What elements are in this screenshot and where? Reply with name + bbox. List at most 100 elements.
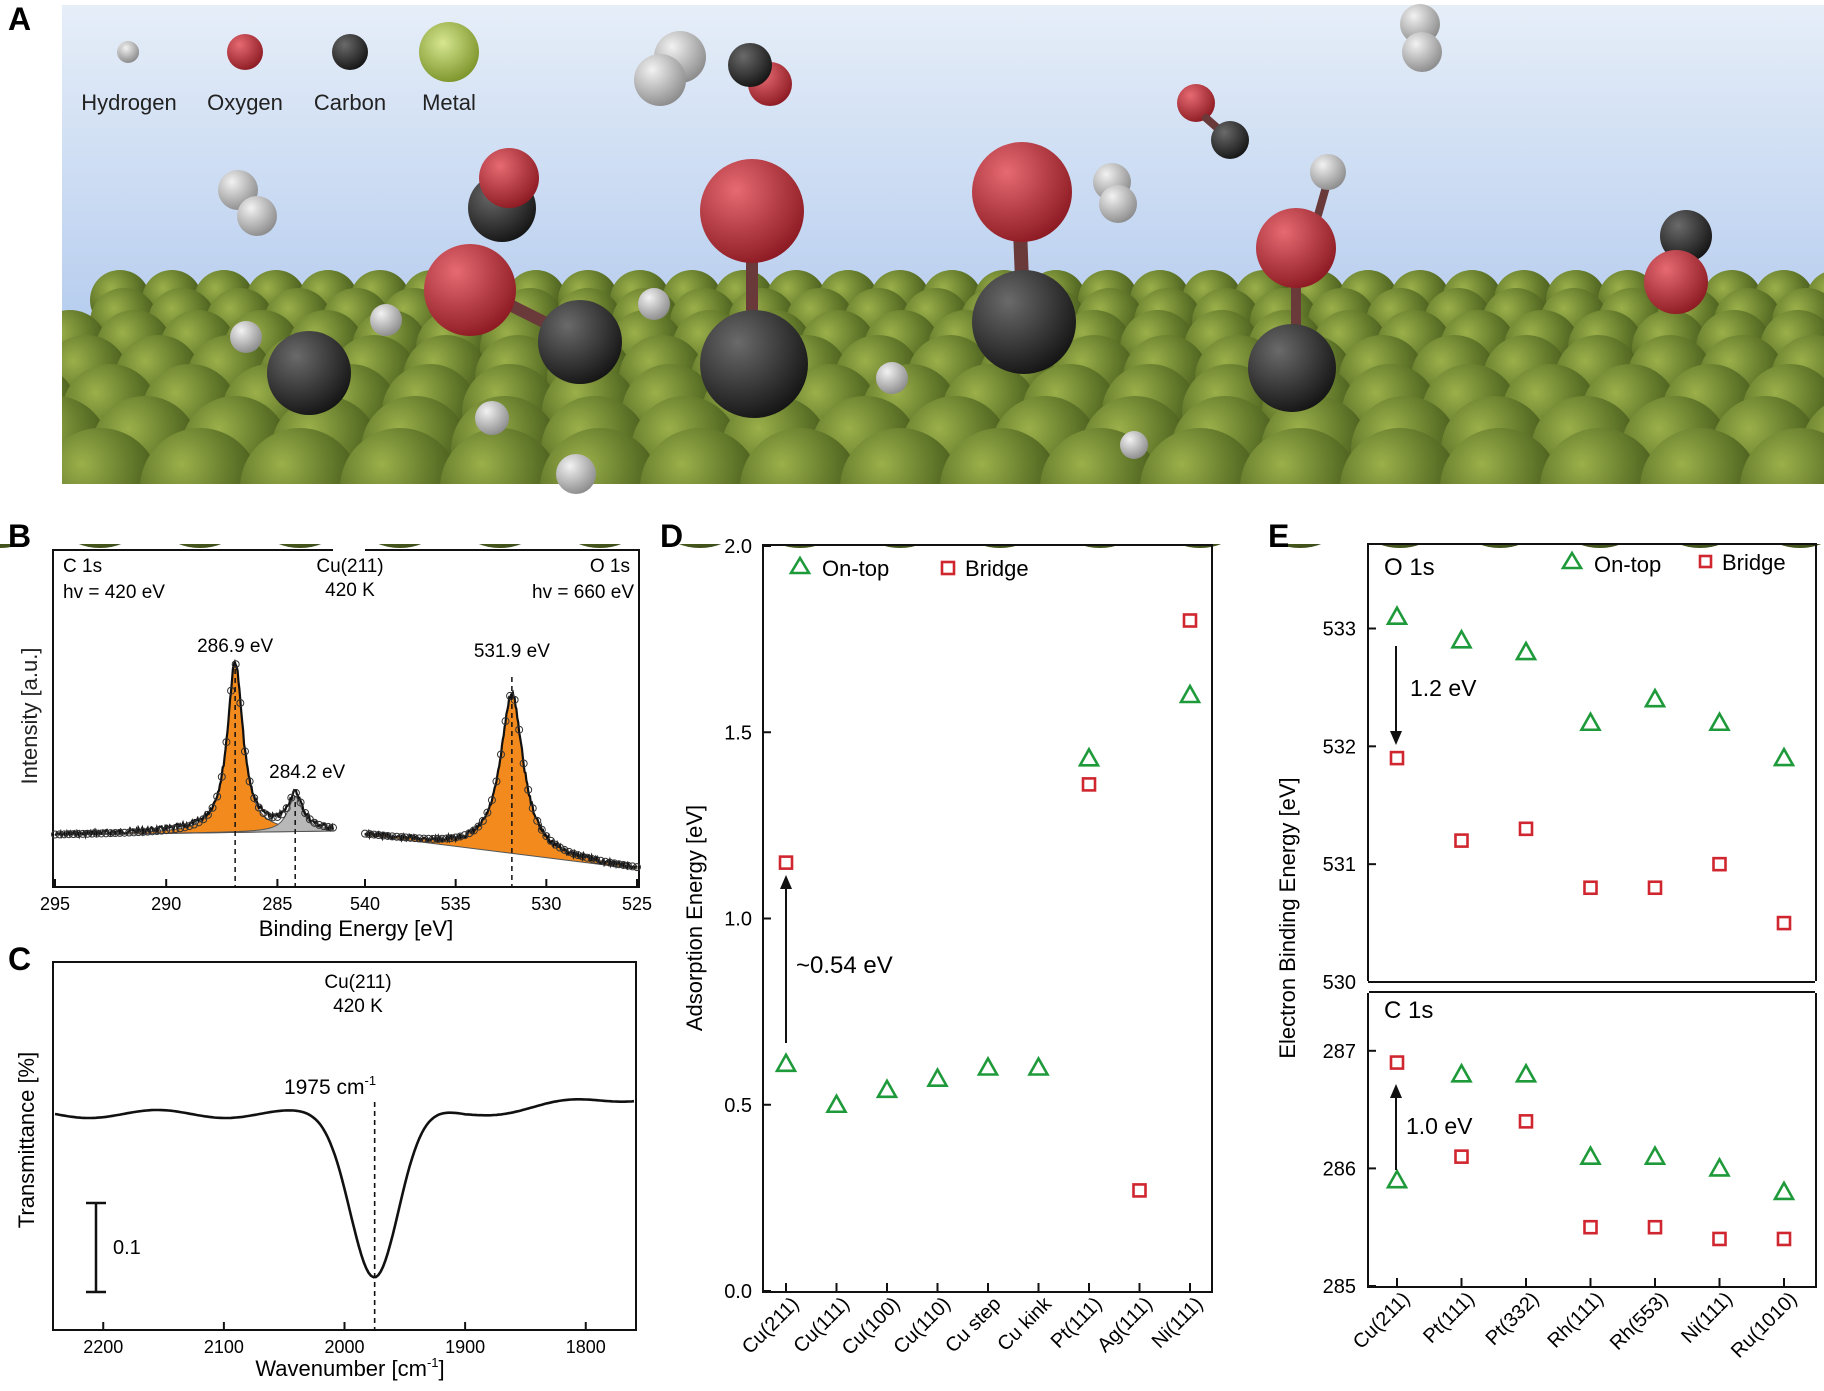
data-point: [542, 832, 551, 841]
b-xlabel: Binding Energy [eV]: [259, 916, 453, 941]
data-point: [166, 825, 175, 834]
bridge-marker: [1647, 880, 1663, 896]
x-tick-label: Cu(211): [1349, 1288, 1415, 1354]
data-point: [478, 816, 487, 825]
data-point: [157, 826, 166, 835]
data-point: [74, 830, 83, 839]
data-point: [623, 861, 632, 870]
metal-legend-icon: [419, 22, 479, 82]
x-tick-label: 2100: [204, 1337, 244, 1357]
legend-bridge-marker: [940, 560, 956, 576]
ontop-marker: [1178, 683, 1202, 704]
x-tick-label: Rh(553): [1606, 1288, 1673, 1355]
data-point: [101, 829, 110, 838]
data-point: [64, 830, 73, 839]
data-point: [361, 829, 369, 838]
data-point: [78, 829, 87, 838]
peak-label: 531.9 eV: [474, 641, 550, 662]
ontop-marker: [1579, 1144, 1602, 1165]
data-point: [171, 825, 180, 834]
data-point: [190, 820, 198, 829]
b-sample-label: Cu(211): [316, 556, 383, 577]
carbon-atom: [728, 43, 772, 87]
panel-letter-e: E: [1268, 518, 1289, 554]
x-tick-label: 295: [40, 894, 70, 914]
o1s-spectrum: 531.9 eV 540 535 530 525: [350, 641, 652, 914]
y-tick-label: 533: [1323, 618, 1356, 640]
data-point: [497, 750, 505, 759]
y-tick-label: 0.0: [724, 1281, 752, 1303]
data-point: [456, 832, 465, 841]
e-legend-bridge-label: Bridge: [1722, 550, 1786, 575]
data-point: [51, 830, 59, 839]
bridge-marker: [1132, 1183, 1147, 1198]
data-point: [483, 808, 492, 817]
x-tick-label: Ni(111): [1148, 1293, 1208, 1353]
data-point: [217, 772, 226, 781]
panel-letter-b: B: [8, 518, 31, 554]
hydrogen-atom: [638, 288, 670, 320]
oxygen-atom: [424, 244, 516, 336]
data-point: [115, 828, 124, 837]
hydrogen-atom: [370, 304, 402, 336]
data-point: [569, 849, 578, 858]
x-tick-label: 525: [622, 894, 652, 914]
data-point: [533, 816, 542, 825]
d-annotation: ~0.54 eV: [796, 952, 893, 979]
data-point: [474, 822, 483, 831]
legend-bridge-label: Bridge: [965, 556, 1029, 581]
legend-ontop-label: On-top: [822, 556, 889, 581]
data-point: [365, 830, 374, 839]
panel-d-frame: [762, 544, 1213, 1293]
data-point: [111, 829, 120, 838]
data-point: [555, 843, 564, 852]
x-tick-label: Cu kink: [993, 1292, 1056, 1355]
data-point: [451, 833, 460, 842]
x-tick-label: 2200: [83, 1337, 123, 1357]
data-point: [106, 829, 115, 838]
panel-e-legend: On-top Bridge: [1560, 550, 1786, 577]
data-point: [231, 660, 240, 669]
data-point: [506, 691, 515, 700]
data-point: [442, 834, 451, 843]
b-temp-label: 420 K: [325, 580, 375, 601]
data-point: [438, 834, 447, 843]
data-point: [176, 824, 185, 833]
panel-d-legend: On-top Bridge: [788, 555, 1029, 581]
data-point: [185, 822, 194, 831]
data-point: [406, 833, 415, 842]
data-point: [374, 831, 383, 840]
c-xlabel-sup: -1: [427, 1355, 439, 1370]
y-tick-label: 1.5: [724, 722, 752, 744]
panel-d-ylabel: Adsorption Energy [eV]: [682, 805, 707, 1031]
panel-e-ylabel: Electron Binding Energy [eV]: [1275, 777, 1300, 1058]
data-point: [583, 853, 592, 862]
panel-a-illustration: Hydrogen Oxygen Carbon Metal: [0, 0, 1824, 548]
data-point: [60, 830, 69, 839]
data-point: [469, 826, 478, 835]
e-o1s-label: O 1s: [1384, 554, 1435, 581]
data-point: [519, 759, 528, 768]
data-point: [592, 855, 601, 864]
hydrogen-atom: [1402, 32, 1442, 72]
y-tick-label: 287: [1323, 1041, 1356, 1063]
ontop-marker: [1027, 1055, 1050, 1076]
ontop-marker: [825, 1093, 848, 1114]
peak-label: 284.2 eV: [269, 762, 345, 783]
e-c1s-arrow-head: [1390, 1084, 1402, 1098]
data-point: [180, 823, 189, 832]
ontop-marker: [1708, 711, 1731, 732]
data-point: [524, 785, 533, 794]
ontop-marker: [1772, 746, 1796, 767]
data-point: [460, 831, 469, 840]
c-peak-sup: -1: [364, 1073, 376, 1088]
data-point: [143, 827, 152, 836]
bridge-marker: [1647, 1219, 1663, 1235]
panel-d-adsorption: Adsorption Energy [eV] 0.0 0.5 1.0 1.5 2.0 Cu…: [682, 536, 1213, 1360]
data-point: [287, 793, 296, 802]
data-point: [199, 815, 208, 824]
data-point: [379, 831, 388, 840]
panel-b-ylabel: Intensity [a.u.]: [17, 648, 42, 785]
ontop-marker: [1385, 1168, 1409, 1189]
x-tick-label: 1800: [566, 1337, 606, 1357]
